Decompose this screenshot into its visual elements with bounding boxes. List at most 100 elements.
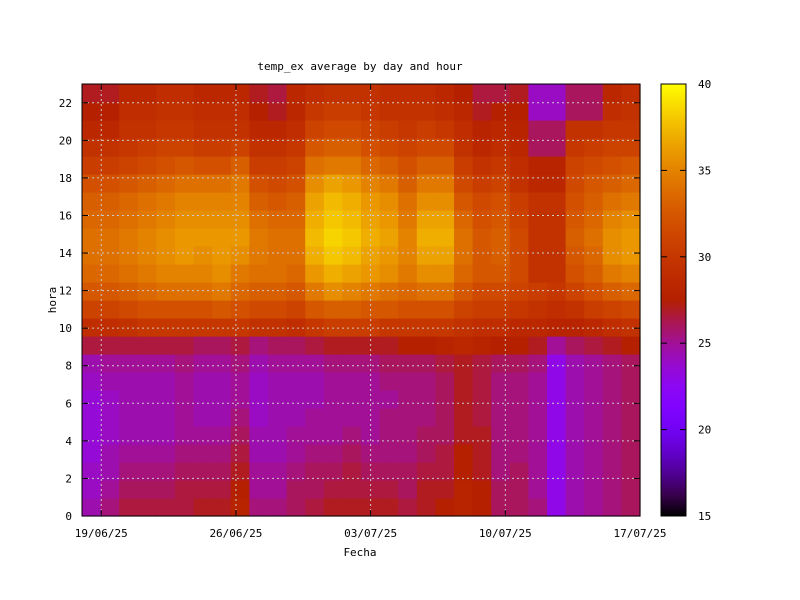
heatmap-cell — [119, 120, 139, 139]
heatmap-cell — [416, 156, 436, 175]
heatmap-cell — [398, 120, 418, 139]
heatmap-cell — [230, 300, 250, 319]
heatmap-cell — [435, 354, 455, 373]
heatmap-cell — [305, 498, 325, 517]
heatmap-cell — [491, 372, 511, 391]
heatmap-cell — [621, 156, 641, 175]
heatmap-cell — [472, 390, 492, 409]
heatmap-cell — [268, 174, 288, 193]
heatmap-cell — [286, 462, 306, 481]
heatmap-cell — [361, 318, 381, 337]
heatmap-cell — [602, 102, 622, 121]
heatmap-cell — [82, 156, 102, 175]
heatmap-cell — [602, 210, 622, 229]
heatmap-cell — [602, 174, 622, 193]
heatmap-cell — [435, 156, 455, 175]
heatmap-cell — [100, 120, 120, 139]
heatmap-cell — [286, 282, 306, 301]
heatmap-cell — [342, 444, 362, 463]
heatmap-cell — [212, 210, 232, 229]
heatmap-cell — [621, 354, 641, 373]
heatmap-cell — [286, 444, 306, 463]
heatmap-cell — [82, 426, 102, 445]
heatmap-cell — [82, 228, 102, 247]
heatmap-cell — [547, 408, 567, 427]
heatmap-cell — [268, 210, 288, 229]
heatmap-cell — [509, 156, 529, 175]
heatmap-cell — [379, 498, 399, 517]
heatmap-cell — [584, 228, 604, 247]
heatmap-cell — [305, 210, 325, 229]
colorbar-tick-label: 40 — [698, 78, 711, 91]
heatmap-cell — [286, 480, 306, 499]
heatmap-cell — [230, 282, 250, 301]
heatmap-cell — [193, 246, 213, 265]
heatmap-cell — [472, 282, 492, 301]
heatmap-cell — [565, 120, 585, 139]
heatmap-cell — [584, 444, 604, 463]
heatmap-cell — [137, 462, 157, 481]
heatmap-cell — [565, 246, 585, 265]
heatmap-cell — [435, 408, 455, 427]
heatmap-cell — [547, 354, 567, 373]
heatmap-cell — [82, 354, 102, 373]
heatmap-cell — [602, 426, 622, 445]
heatmap-cell — [565, 282, 585, 301]
heatmap-cell — [175, 300, 195, 319]
heatmap-cell — [379, 282, 399, 301]
heatmap-cell — [602, 444, 622, 463]
heatmap-cell — [82, 264, 102, 283]
heatmap-cell — [584, 498, 604, 517]
heatmap-cell — [137, 210, 157, 229]
heatmap-cell — [305, 102, 325, 121]
heatmap-cell — [491, 336, 511, 355]
colorbar — [660, 83, 687, 517]
heatmap-cell — [323, 336, 343, 355]
y-tick-label: 8 — [65, 360, 72, 373]
heatmap-cell — [156, 264, 176, 283]
heatmap-cell — [230, 174, 250, 193]
heatmap-cell — [342, 408, 362, 427]
heatmap-cell — [416, 354, 436, 373]
heatmap-cell — [528, 84, 548, 103]
heatmap-cell — [602, 498, 622, 517]
heatmap-cell — [454, 264, 474, 283]
heatmap-cell — [602, 372, 622, 391]
heatmap-cell — [454, 336, 474, 355]
heatmap-cell — [193, 390, 213, 409]
heatmap-cell — [435, 102, 455, 121]
heatmap-cell — [175, 372, 195, 391]
heatmap-cell — [547, 156, 567, 175]
heatmap-cell — [435, 462, 455, 481]
heatmap-cell — [119, 498, 139, 517]
heatmap-cell — [509, 84, 529, 103]
heatmap-cell — [584, 354, 604, 373]
heatmap-cell — [528, 300, 548, 319]
heatmap-cell — [584, 282, 604, 301]
y-tick-label: 14 — [59, 247, 73, 260]
heatmap-cell — [472, 336, 492, 355]
heatmap-cell — [156, 498, 176, 517]
heatmap-cell — [323, 318, 343, 337]
heatmap-cell — [323, 138, 343, 157]
heatmap-cell — [435, 264, 455, 283]
heatmap-cell — [584, 264, 604, 283]
heatmap-cell — [230, 120, 250, 139]
heatmap-cell — [491, 120, 511, 139]
heatmap-cell — [82, 408, 102, 427]
heatmap-cell — [305, 462, 325, 481]
heatmap-cell — [100, 390, 120, 409]
heatmap-cell — [305, 156, 325, 175]
heatmap-cell — [621, 264, 641, 283]
heatmap-cell — [100, 228, 120, 247]
heatmap-cell — [230, 228, 250, 247]
heatmap-cell — [100, 426, 120, 445]
heatmap-cell — [547, 120, 567, 139]
heatmap-cell — [212, 228, 232, 247]
heatmap-cell — [565, 102, 585, 121]
heatmap-cell — [472, 462, 492, 481]
heatmap-cell — [379, 138, 399, 157]
heatmap-cell — [156, 84, 176, 103]
heatmap-cell — [547, 138, 567, 157]
heatmap-cell — [175, 120, 195, 139]
